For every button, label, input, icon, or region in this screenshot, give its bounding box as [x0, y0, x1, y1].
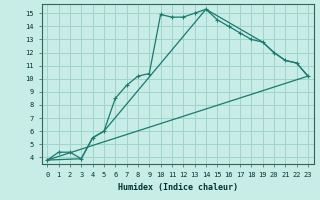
X-axis label: Humidex (Indice chaleur): Humidex (Indice chaleur)	[118, 183, 237, 192]
